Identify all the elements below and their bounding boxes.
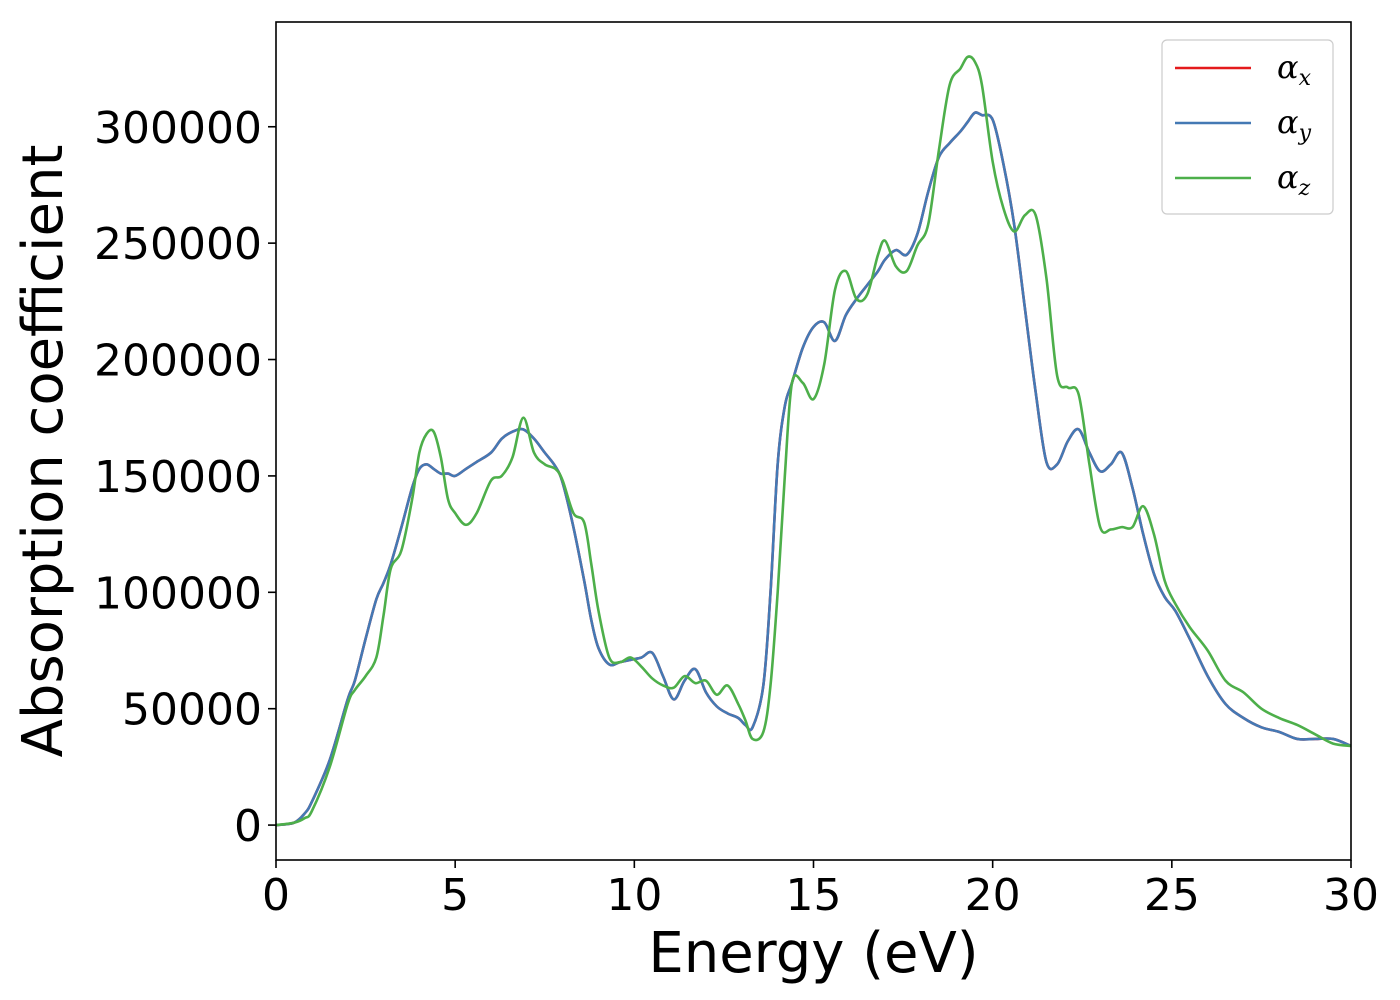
axis-ticks: 0 5 10 15 20 25 30 0 50000 100000 150000 200000 2500… — [94, 103, 1379, 921]
x-tick-label: 10 — [606, 870, 662, 921]
y-axis-label: Absorption coefficient — [11, 145, 76, 758]
y-tick-label: 150000 — [94, 452, 262, 503]
y-tick-label: 0 — [234, 801, 262, 852]
y-tick-label: 250000 — [94, 219, 262, 270]
y-tick-label: 200000 — [94, 336, 262, 387]
y-tick-label: 100000 — [94, 568, 262, 619]
y-tick-label: 300000 — [94, 103, 262, 154]
x-tick-label: 5 — [441, 870, 469, 921]
series-line-z — [276, 55, 1351, 827]
series-line-y — [276, 111, 1351, 827]
legend: αx αy αz — [1161, 39, 1334, 215]
x-axis-label: Energy (eV) — [648, 921, 978, 986]
legend-label-x: αx — [1277, 48, 1312, 91]
x-tick-label: 15 — [786, 870, 842, 921]
plot-lines — [276, 55, 1351, 827]
legend-label-z: αz — [1277, 158, 1311, 201]
x-tick-label: 20 — [965, 870, 1021, 921]
x-tick-label: 0 — [262, 870, 290, 921]
legend-entries: αx αy αz — [1175, 48, 1312, 201]
legend-box — [1161, 39, 1334, 215]
x-tick-label: 25 — [1144, 870, 1200, 921]
series-line-x — [276, 111, 1351, 827]
x-tick-label: 30 — [1323, 870, 1379, 921]
legend-label-y: αy — [1277, 103, 1312, 146]
y-tick-label: 50000 — [122, 685, 262, 736]
